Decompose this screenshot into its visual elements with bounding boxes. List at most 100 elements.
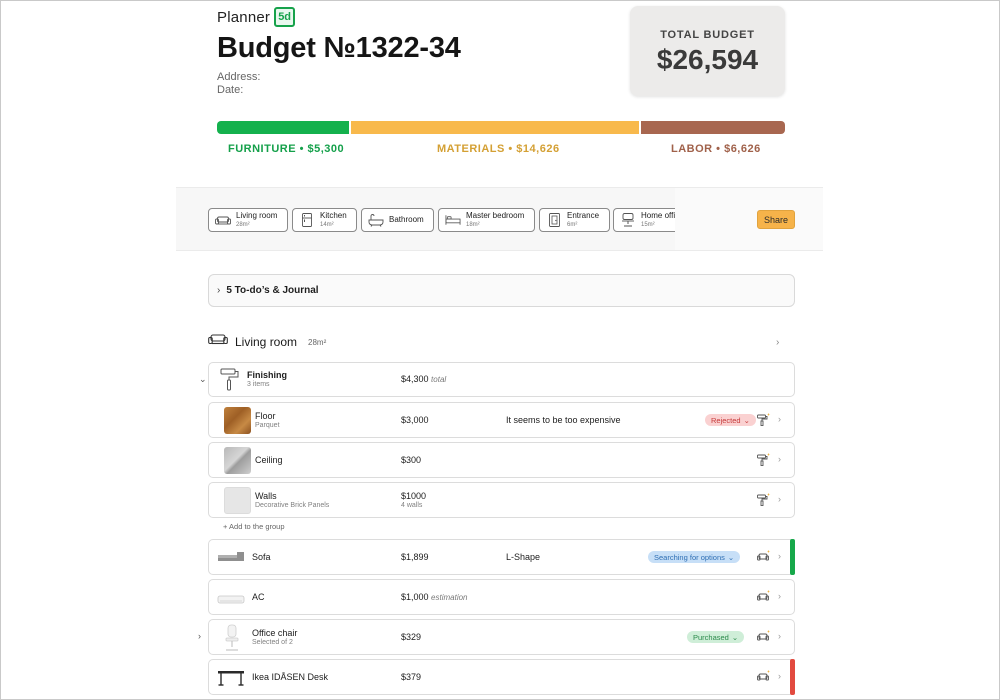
room-chip-name: Home offi (641, 211, 676, 220)
section-area: 28m² (308, 337, 327, 347)
status-badge-purchased[interactable]: Purchased ⌄ (687, 631, 745, 643)
room-chip-bathroom[interactable]: Bathroom (361, 208, 434, 232)
chevron-right-icon[interactable]: › (776, 337, 780, 348)
furniture-segment[interactable] (217, 121, 349, 134)
furniture-label: FURNITURE • $5,300 (228, 143, 345, 155)
chevron-right-icon[interactable]: › (198, 631, 201, 641)
desk-chair-icon (620, 213, 636, 227)
status-text: Rejected (711, 415, 741, 425)
todo-journal-panel[interactable]: › 5 To-do’s & Journal (208, 274, 795, 307)
item-sub: Decorative Brick Panels (255, 502, 330, 509)
materials-segment[interactable] (351, 121, 639, 134)
brand-name: Planner (217, 8, 271, 26)
room-chip-area: 6m² (567, 222, 578, 228)
door-icon (546, 213, 562, 227)
item-name: Office chair (252, 628, 298, 638)
group-row-finishing[interactable]: Finishing 3 items $4,300 total (208, 362, 795, 397)
date-label: Date: (217, 84, 244, 96)
price-value: $4,300 (401, 374, 429, 384)
item-name: Floor (255, 411, 276, 421)
office-chair-thumbnail (224, 624, 240, 657)
item-price: $1000 (401, 491, 427, 501)
chevron-right-icon[interactable]: › (778, 591, 781, 601)
add-to-group-link[interactable]: + Add to the group (223, 522, 285, 531)
armchair-sparkle-icon[interactable] (757, 590, 771, 602)
item-price: $329 (401, 632, 422, 642)
chevron-down-icon: ⌄ (727, 552, 735, 562)
price-note: total (431, 375, 447, 384)
item-row-sofa[interactable]: Sofa $1,899 L-Shape Searching for option… (208, 539, 795, 575)
room-chip-kitchen[interactable]: Kitchen 14m² (292, 208, 357, 232)
status-text: Searching for options (654, 552, 725, 562)
group-total-price: $4,300 total (401, 374, 446, 384)
total-budget-card: TOTAL BUDGET $26,594 (630, 6, 785, 96)
armchair-sparkle-icon[interactable] (757, 550, 771, 562)
fridge-icon (299, 213, 315, 227)
item-price: $1,000 estimation (401, 592, 468, 602)
address-label: Address: (217, 71, 261, 83)
chevron-right-icon[interactable]: › (778, 551, 781, 561)
walls-thumbnail (224, 487, 251, 514)
price-note: estimation (431, 593, 468, 602)
roller-sparkle-icon[interactable] (757, 413, 771, 426)
chevron-right-icon[interactable]: › (778, 671, 781, 681)
chevron-down-icon[interactable]: ⌄ (199, 374, 207, 384)
roller-sparkle-icon[interactable] (757, 453, 771, 466)
item-row-floor[interactable]: Floor Parquet $3,000 It seems to be too … (208, 402, 795, 438)
item-row-office-chair[interactable]: Office chair Selected of 2 $329 Purchase… (208, 619, 795, 655)
chevron-down-icon: ⌄ (731, 632, 739, 642)
strip-fade-overlay (675, 188, 823, 250)
chevron-right-icon[interactable]: › (778, 414, 781, 424)
item-price-sub: 4 walls (401, 502, 423, 509)
ac-thumbnail (217, 592, 245, 610)
labor-label: LABOR • $6,626 (671, 143, 761, 155)
labor-segment[interactable] (641, 121, 785, 134)
parquet-thumbnail (224, 407, 251, 434)
brand-badge-icon: 5d (274, 7, 296, 27)
share-button[interactable]: Share (757, 210, 795, 229)
item-note: L-Shape (506, 552, 541, 562)
room-chip-name: Bathroom (389, 215, 424, 224)
room-chip-name: Living room (236, 211, 278, 220)
item-price: $3,000 (401, 415, 429, 425)
room-chip-master-bedroom[interactable]: Master bedroom 18m² (438, 208, 535, 232)
armchair-sparkle-icon[interactable] (757, 670, 771, 682)
item-price: $379 (401, 672, 422, 682)
room-chip-area: 15m² (641, 222, 655, 228)
item-name: Walls (255, 491, 277, 501)
section-header-living-room: Living room 28m² (208, 333, 326, 351)
room-chip-area: 18m² (466, 222, 480, 228)
ceiling-thumbnail (224, 447, 251, 474)
room-selector-strip: Living room 28m² Kitchen 14m² Bathroom Mas… (176, 187, 823, 251)
todo-journal-label: 5 To-do’s & Journal (226, 285, 319, 296)
room-chip-entrance[interactable]: Entrance 6m² (539, 208, 610, 232)
sofa-icon (215, 214, 231, 226)
brand-logo[interactable]: Planner 5d (217, 7, 296, 27)
roller-sparkle-icon[interactable] (757, 493, 771, 506)
total-budget-label: TOTAL BUDGET (660, 29, 755, 41)
chevron-right-icon[interactable]: › (778, 631, 781, 641)
status-badge-searching[interactable]: Searching for options ⌄ (648, 551, 741, 563)
price-value: $1,000 (401, 592, 429, 602)
group-name: Finishing (247, 370, 287, 380)
item-row-walls[interactable]: Walls Decorative Brick Panels $1000 4 wa… (208, 482, 795, 518)
chevron-down-icon: ⌄ (743, 415, 750, 425)
paint-roller-icon (220, 368, 240, 397)
chevron-right-icon[interactable]: › (778, 454, 781, 464)
chevron-right-icon[interactable]: › (778, 494, 781, 504)
status-accent-green (790, 539, 795, 575)
armchair-sparkle-icon[interactable] (757, 630, 771, 642)
total-budget-amount: $26,594 (656, 44, 759, 75)
page-title: Budget №1322-34 (217, 32, 461, 64)
item-sub: Parquet (255, 422, 280, 429)
status-accent-red (790, 659, 795, 695)
room-chip-living-room[interactable]: Living room 28m² (208, 208, 288, 232)
status-badge-rejected[interactable]: Rejected ⌄ (705, 414, 756, 426)
item-name: Sofa (252, 552, 271, 562)
item-price: $300 (401, 455, 422, 465)
status-text: Purchased (693, 632, 729, 642)
item-row-desk[interactable]: Ikea IDÅSEN Desk $379 › (208, 659, 795, 695)
item-note: It seems to be too expensive (506, 415, 621, 425)
item-row-ac[interactable]: AC $1,000 estimation › (208, 579, 795, 615)
item-row-ceiling[interactable]: Ceiling $300 › (208, 442, 795, 478)
